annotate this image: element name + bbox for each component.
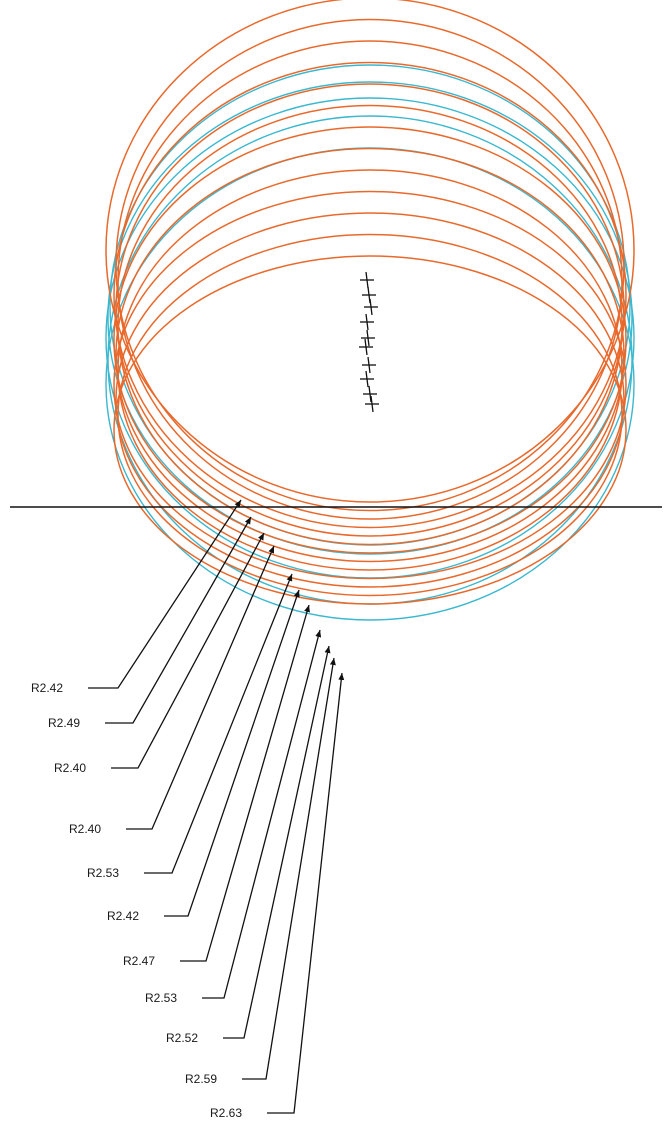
leader-arrow (88, 499, 242, 689)
cyan-circle (105, 147, 635, 621)
center-cross-mark (370, 395, 374, 413)
center-cross-mark (368, 385, 372, 403)
cyan-circle (107, 115, 633, 605)
radius-label: R2.52 (166, 1031, 198, 1045)
orange-circle (115, 212, 625, 588)
radius-label: R2.42 (31, 681, 63, 695)
center-cross-mark (367, 356, 371, 374)
radius-label: R2.42 (107, 909, 139, 923)
leader-arrow (126, 545, 275, 830)
orange-circle (117, 104, 623, 546)
cyan-circle (107, 81, 633, 555)
center-cross-mark (364, 338, 368, 356)
leader-arrow (111, 532, 265, 769)
leader-arrow (180, 604, 310, 962)
leader-arrow (223, 645, 331, 1039)
radius-label: R2.47 (123, 954, 155, 968)
radius-labels: R2.42 R2.49 R2.40 R2.40 R2.53 R2.42 R2.4… (31, 681, 242, 1120)
radius-label: R2.40 (54, 761, 86, 775)
leader-arrow (164, 589, 300, 917)
orange-circle (105, 0, 635, 503)
cyan-circle (109, 64, 631, 546)
orange-circle (113, 61, 627, 529)
orange-circle (113, 190, 627, 580)
leader-arrow (144, 573, 293, 874)
radius-label: R2.63 (210, 1106, 242, 1120)
center-cross-mark (366, 329, 370, 347)
leader-lines (88, 499, 345, 1114)
leader-arrow (267, 672, 345, 1114)
radius-label: R2.53 (145, 991, 177, 1005)
radius-label: R2.40 (69, 822, 101, 836)
orange-circle (113, 126, 627, 554)
center-cross-mark (365, 271, 369, 289)
overlaid-circles (105, 0, 635, 621)
center-cross-mark (365, 370, 369, 388)
orange-circle (117, 233, 623, 597)
leader-arrow (105, 516, 252, 724)
center-marks (359, 271, 379, 413)
orange-circle (117, 169, 623, 571)
radius-label: R2.53 (87, 866, 119, 880)
orange-circle (115, 147, 625, 563)
orange-circle (115, 83, 625, 537)
leader-arrow (202, 629, 322, 999)
orange-circle (113, 255, 627, 605)
center-cross-mark (369, 298, 373, 316)
radius-label: R2.49 (48, 716, 80, 730)
leader-arrow (242, 657, 336, 1080)
center-cross-mark (365, 313, 369, 331)
radius-label: R2.59 (185, 1072, 217, 1086)
